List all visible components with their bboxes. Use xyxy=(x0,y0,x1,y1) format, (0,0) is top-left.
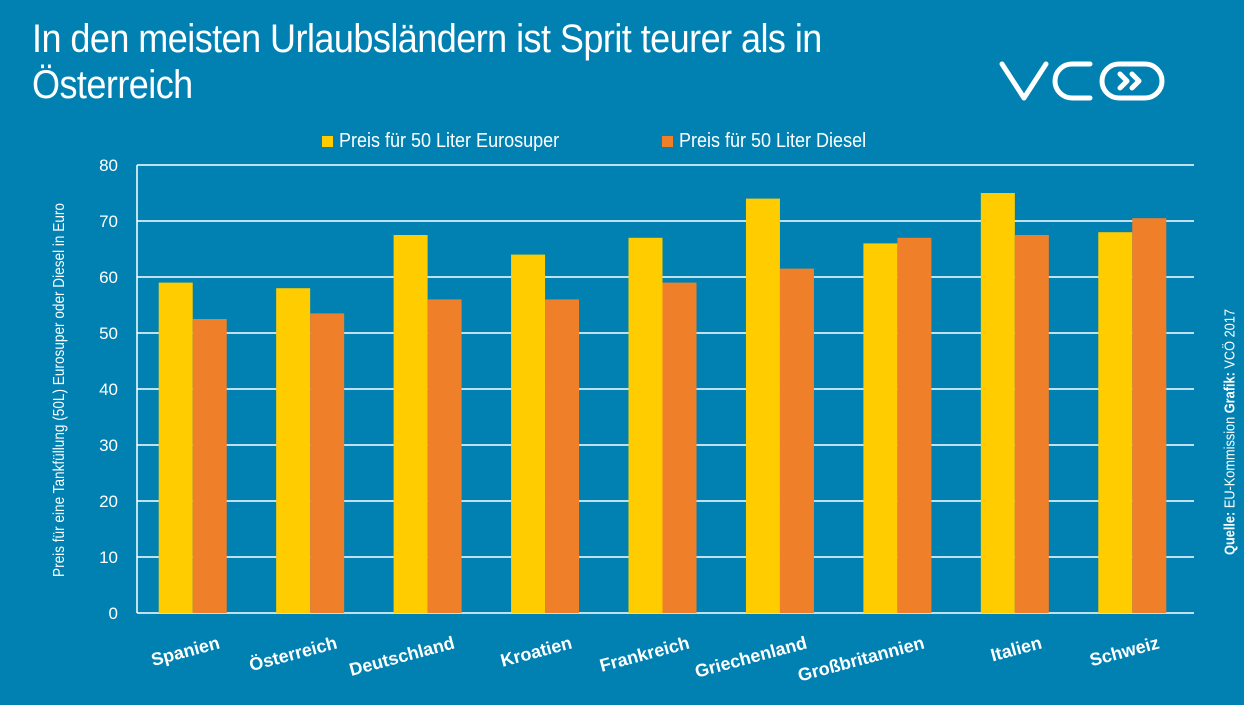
bar-eurosuper-frankreich xyxy=(628,237,663,614)
legend-item-eurosuper: Preis für 50 Liter Eurosuper xyxy=(322,130,584,153)
bar-eurosuper-kroatien xyxy=(511,254,546,613)
bar-diesel-großbritannien xyxy=(897,237,932,614)
bar-eurosuper-großbritannien xyxy=(863,243,898,613)
y-tick-label: 60 xyxy=(99,268,118,287)
double-chevron-right-icon xyxy=(1117,71,1130,91)
legend-label-diesel: Preis für 50 Liter Diesel xyxy=(678,129,866,152)
y-tick-labels: 0 10 20 30 40 50 60 70 80 xyxy=(99,156,118,623)
y-tick-label: 50 xyxy=(99,324,118,343)
bar-diesel-deutschland xyxy=(427,299,462,613)
category-labels: Spanien Österreich Deutschland Kroatien Fran… xyxy=(149,633,1161,686)
chart-title: In den meisten Urlaubsländern ist Sprit … xyxy=(32,17,822,107)
bar-diesel-österreich xyxy=(310,313,345,613)
legend-swatch-diesel xyxy=(661,135,673,147)
bar-diesel-italien xyxy=(1014,235,1049,613)
logo-pill xyxy=(1099,61,1165,101)
y-tick-label: 0 xyxy=(109,604,118,623)
bar-diesel-kroatien xyxy=(545,299,580,613)
bar-eurosuper-italien xyxy=(980,193,1015,613)
legend: Preis für 50 Liter Eurosuper Preis für 5… xyxy=(322,128,964,154)
logo-letter-c xyxy=(1052,61,1093,101)
legend-swatch-eurosuper xyxy=(322,135,333,147)
bar-eurosuper-griechenland xyxy=(745,198,780,613)
y-tick-label: 80 xyxy=(99,156,118,175)
category-label: Österreich xyxy=(247,633,339,676)
bar-diesel-frankreich xyxy=(662,282,697,613)
y-tick-label: 40 xyxy=(99,380,118,399)
category-label: Frankreich xyxy=(597,633,691,676)
category-label: Großbritannien xyxy=(796,633,927,686)
category-label: Kroatien xyxy=(498,633,574,671)
legend-item-diesel: Preis für 50 Liter Diesel xyxy=(661,129,887,153)
bar-eurosuper-deutschland xyxy=(393,235,428,613)
y-tick-label: 20 xyxy=(99,492,118,511)
logo-letter-v xyxy=(999,61,1049,101)
category-label: Italien xyxy=(988,633,1043,666)
bar-eurosuper-schweiz xyxy=(1098,232,1133,613)
bar-diesel-griechenland xyxy=(779,268,814,613)
category-label: Schweiz xyxy=(1088,633,1162,671)
bar-diesel-spanien xyxy=(192,319,227,613)
category-label: Deutschland xyxy=(347,633,457,680)
bar-diesel-schweiz xyxy=(1132,218,1167,613)
category-label: Griechenland xyxy=(693,633,809,682)
legend-label-eurosuper: Preis für 50 Liter Eurosuper xyxy=(339,129,560,152)
y-tick-label: 70 xyxy=(99,212,118,231)
bar-eurosuper-österreich xyxy=(276,288,311,613)
category-label: Spanien xyxy=(149,633,222,670)
y-tick-label: 10 xyxy=(99,548,118,567)
bar-eurosuper-spanien xyxy=(158,282,193,613)
y-tick-label: 30 xyxy=(99,436,118,455)
vco-logo xyxy=(999,61,1165,101)
bars xyxy=(158,193,1167,614)
